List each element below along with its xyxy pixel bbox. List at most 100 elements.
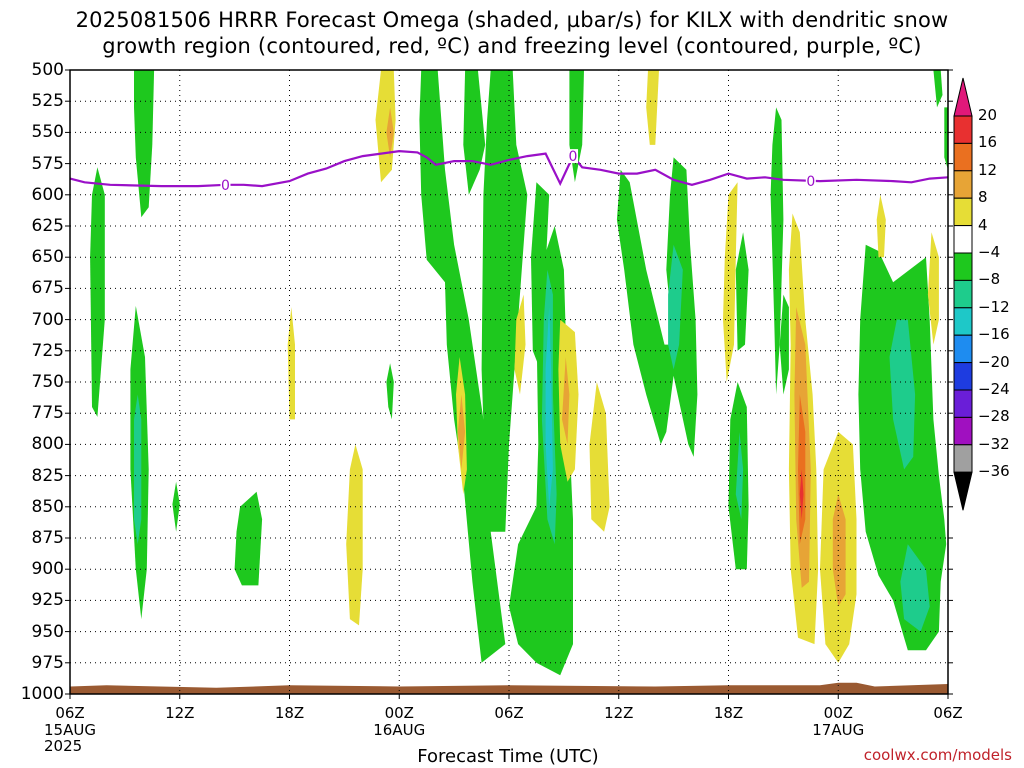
colorbar-swatch	[953, 197, 973, 227]
x-tick-label: 00Z	[384, 704, 414, 722]
colorbar-swatch	[953, 252, 973, 281]
y-tick-label: 725	[31, 340, 64, 361]
y-tick-label: 825	[31, 465, 64, 486]
x-tick-sublabel: 17AUG	[812, 721, 865, 739]
freezing-level-contour-label: 0	[806, 174, 815, 190]
omega-shaded-region	[562, 357, 570, 445]
omega-shaded-region	[735, 431, 744, 520]
x-tick-label: 00Z	[823, 704, 853, 722]
x-tick-sublabel: 16AUG	[373, 721, 426, 739]
y-tick-label: 550	[31, 122, 64, 143]
omega-shaded-region	[779, 294, 789, 395]
y-tick-label: 850	[31, 496, 64, 517]
colorbar-label: −4	[978, 243, 1001, 261]
colorbar-swatch	[953, 362, 973, 391]
colorbar-label: −8	[978, 270, 1001, 289]
contour-label-background	[220, 177, 231, 192]
omega-shaded-region	[616, 157, 698, 457]
colorbar-swatch	[953, 307, 973, 336]
colorbar-label: −32	[978, 434, 1010, 453]
x-tick-label: 12Z	[604, 704, 634, 722]
omega-shaded-region	[419, 70, 506, 663]
omega-shaded-region	[723, 182, 738, 382]
x-tick-label: 06Z	[933, 704, 963, 722]
omega-shaded-region	[933, 70, 943, 108]
colorbar-label: −24	[978, 380, 1010, 398]
colorbar-swatch	[953, 142, 973, 172]
omega-shaded-region	[589, 382, 610, 532]
omega-shaded-region	[481, 70, 528, 532]
omega-shaded-region	[514, 294, 526, 395]
contour-label-background	[568, 149, 579, 164]
omega-shaded-region	[735, 232, 749, 351]
x-tick-label: 12Z	[165, 704, 195, 722]
y-tick-label: 800	[31, 434, 64, 455]
y-tick-label: 575	[31, 153, 64, 174]
x-tick-sublabel: 2025	[44, 737, 83, 755]
omega-shaded-region	[876, 194, 886, 258]
omega-shaded-region	[799, 469, 804, 520]
y-tick-label: 625	[31, 216, 64, 236]
omega-shaded-region	[531, 182, 550, 370]
omega-shaded-region	[668, 244, 683, 370]
omega-shaded-region	[134, 70, 155, 218]
y-tick-label: 500	[31, 60, 64, 80]
colorbar-swatch	[953, 444, 973, 473]
y-tick-label: 650	[31, 247, 64, 268]
omega-shaded-region	[346, 444, 363, 626]
omega-shaded-region	[832, 494, 846, 607]
y-tick-label: 675	[31, 278, 64, 299]
y-tick-label: 775	[31, 403, 64, 424]
omega-shaded-region	[900, 544, 930, 632]
colorbar-label: 20	[978, 106, 998, 124]
chart-title-line-1: 2025081506 HRRR Forecast Omega (shaded, …	[75, 8, 949, 32]
y-tick-label: 875	[31, 528, 64, 548]
colorbar-swatch	[953, 115, 973, 144]
y-tick-label: 975	[31, 652, 64, 673]
colorbar-label: −12	[978, 297, 1010, 316]
omega-shaded-region	[545, 307, 553, 507]
omega-shaded-region	[889, 319, 916, 470]
colorbar-label: 16	[978, 133, 998, 152]
contour-label-background	[805, 173, 816, 188]
omega-shaded-region	[509, 226, 573, 676]
source-credit: coolwx.com/models	[863, 746, 1012, 764]
x-tick-label: 06Z	[55, 704, 85, 722]
colorbar-label: −28	[978, 407, 1010, 426]
colorbar-label: −36	[978, 462, 1010, 481]
colorbar-label: 12	[978, 160, 998, 179]
omega-shaded-region	[172, 481, 180, 532]
colorbar-swatch	[953, 389, 973, 418]
colorbar-label: −16	[978, 325, 1010, 344]
y-tick-label: 925	[31, 590, 64, 611]
omega-shaded-region	[927, 232, 939, 345]
freezing-level-contour	[69, 149, 949, 188]
colorbar-label: 4	[978, 215, 988, 234]
y-tick-label: 525	[31, 91, 64, 112]
colorbar-under-triangle	[953, 471, 973, 511]
omega-shaded-region	[944, 107, 948, 170]
colorbar-swatch	[953, 225, 973, 254]
y-tick-label: 900	[31, 559, 64, 580]
y-tick-label: 700	[31, 309, 64, 330]
colorbar-swatch	[953, 334, 973, 364]
omega-shaded-region	[234, 491, 263, 586]
omega-shaded-region	[90, 167, 105, 417]
omega-shaded-region	[134, 394, 142, 545]
freezing-level-contour-label: 0	[569, 149, 578, 165]
y-tick-label: 1000	[20, 684, 64, 704]
colorbar-over-triangle	[953, 77, 973, 117]
colorbar-swatch	[953, 279, 973, 309]
x-tick-label: 18Z	[713, 704, 744, 722]
plot-content: 0 0 0	[65, 69, 973, 699]
y-tick-label: 750	[31, 372, 64, 392]
omega-shaded-region	[457, 394, 466, 470]
x-axis-title: Forecast Time (UTC)	[417, 746, 599, 767]
x-tick-label: 18Z	[274, 704, 305, 722]
colorbar-swatch	[953, 416, 973, 446]
omega-shaded-region	[798, 394, 806, 545]
colorbar-label: −20	[978, 352, 1010, 371]
x-tick-label: 06Z	[494, 704, 524, 722]
chart-title-line-2: growth region (contoured, red, ºC) and f…	[102, 34, 922, 58]
